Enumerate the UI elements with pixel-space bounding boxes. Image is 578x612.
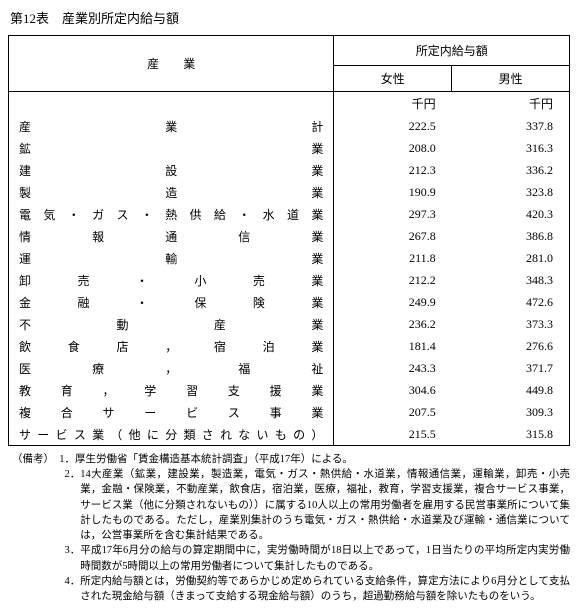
note-line: 4．所定内給与額とは，労働契約等であらかじめ定められている支給条件，算定方法によ… [12,574,570,604]
note-line: （備考） 1．厚生労働省「賃金構造基本統計調査」（平成17年）による。 [12,452,570,467]
male-value: 348.3 [452,269,570,291]
male-value: 276.6 [452,335,570,357]
industry-cell: 不動産業 [9,313,334,335]
male-value: 337.8 [452,115,570,137]
male-value: 472.6 [452,291,570,313]
male-value: 373.3 [452,313,570,335]
industry-cell: 情報通信業 [9,225,334,247]
industry-cell: 鉱業 [9,137,334,159]
industry-cell: 産業計 [9,115,334,137]
note-text: 所定内給与額とは，労働契約等であらかじめ定められている支給条件，算定方法により6… [80,574,570,604]
female-value: 249.9 [334,291,452,313]
industry-cell: 製造業 [9,181,334,203]
male-value: 420.3 [452,203,570,225]
table-row: 医療，福祉243.3371.7 [9,357,570,379]
unit-male: 千円 [452,92,570,116]
salary-table: 産業 所定内給与額 女性 男性 千円 千円 産業計222.5337.8鉱業208… [8,35,570,446]
industry-cell: 卸売・小売業 [9,269,334,291]
male-value: 309.3 [452,401,570,423]
industry-cell: 医療，福祉 [9,357,334,379]
note-text: 14大産業（鉱業，建設業，製造業，電気・ガス・熱供給・水道業，情報通信業，運輸業… [80,467,570,543]
note-prefix: 4． [12,574,80,604]
header-industry: 産業 [9,36,334,92]
industry-cell: 運輸業 [9,247,334,269]
female-value: 243.3 [334,357,452,379]
table-row: 複合サービス事業207.5309.3 [9,401,570,423]
female-value: 236.2 [334,313,452,335]
male-value: 336.2 [452,159,570,181]
table-row: 飲食店，宿泊業181.4276.6 [9,335,570,357]
table-row: 金融・保険業249.9472.6 [9,291,570,313]
table-row: 教育，学習支援業304.6449.8 [9,379,570,401]
note-prefix: （備考） 1． [12,452,75,467]
table-row: 不動産業236.2373.3 [9,313,570,335]
table-row: 情報通信業267.8386.8 [9,225,570,247]
industry-cell: 建設業 [9,159,334,181]
female-value: 211.8 [334,247,452,269]
male-value: 315.8 [452,423,570,446]
male-value: 386.8 [452,225,570,247]
female-value: 207.5 [334,401,452,423]
note-prefix: 3． [12,543,80,573]
female-value: 190.9 [334,181,452,203]
note-text: 平成17年6月分の給与の算定期間中に，実労働時間が18日以上であって，1日当たり… [80,543,570,573]
table-row: サービス業（他に分類されないもの）215.5315.8 [9,423,570,446]
female-value: 208.0 [334,137,452,159]
notes-block: （備考） 1．厚生労働省「賃金構造基本統計調査」（平成17年）による。 2．14… [8,452,570,604]
female-value: 181.4 [334,335,452,357]
male-value: 316.3 [452,137,570,159]
industry-cell: 飲食店，宿泊業 [9,335,334,357]
female-value: 304.6 [334,379,452,401]
table-row: 運輸業211.8281.0 [9,247,570,269]
note-prefix: 2． [12,467,80,543]
table-row: 卸売・小売業212.2348.3 [9,269,570,291]
header-amount: 所定内給与額 [334,36,570,66]
unit-blank [9,92,334,116]
industry-cell: 教育，学習支援業 [9,379,334,401]
table-row: 産業計222.5337.8 [9,115,570,137]
table-title: 第12表 産業別所定内給与額 [8,8,570,27]
header-female: 女性 [334,66,452,92]
industry-cell: 電気・ガス・熱供給・水道業 [9,203,334,225]
unit-female: 千円 [334,92,452,116]
table-row: 電気・ガス・熱供給・水道業297.3420.3 [9,203,570,225]
male-value: 371.7 [452,357,570,379]
table-row: 建設業212.3336.2 [9,159,570,181]
header-male: 男性 [452,66,570,92]
female-value: 212.2 [334,269,452,291]
note-line: 2．14大産業（鉱業，建設業，製造業，電気・ガス・熱供給・水道業，情報通信業，運… [12,467,570,543]
female-value: 297.3 [334,203,452,225]
industry-cell: 金融・保険業 [9,291,334,313]
female-value: 222.5 [334,115,452,137]
table-row: 鉱業208.0316.3 [9,137,570,159]
male-value: 323.8 [452,181,570,203]
table-row: 製造業190.9323.8 [9,181,570,203]
note-line: 3．平成17年6月分の給与の算定期間中に，実労働時間が18日以上であって，1日当… [12,543,570,573]
male-value: 449.8 [452,379,570,401]
industry-cell: 複合サービス事業 [9,401,334,423]
industry-cell: サービス業（他に分類されないもの） [9,423,334,446]
female-value: 267.8 [334,225,452,247]
male-value: 281.0 [452,247,570,269]
note-text: 厚生労働省「賃金構造基本統計調査」（平成17年）による。 [75,452,570,467]
female-value: 215.5 [334,423,452,446]
female-value: 212.3 [334,159,452,181]
